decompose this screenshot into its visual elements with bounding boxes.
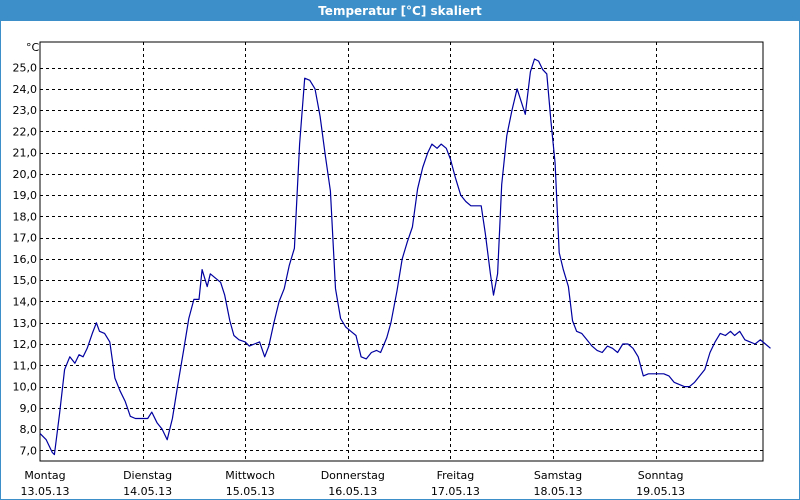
x-tick-day-label: Freitag	[437, 469, 475, 482]
x-tick-day-label: Donnerstag	[321, 469, 385, 482]
y-tick-label: 8,0	[20, 423, 38, 436]
plot-frame	[39, 41, 764, 462]
x-tick-date-label: 17.05.13	[431, 485, 480, 498]
grid	[40, 42, 763, 461]
temperature-line	[39, 58, 771, 456]
x-tick-date-label: 14.05.13	[123, 485, 172, 498]
y-tick-label: 11,0	[13, 359, 38, 372]
window-title: Temperatur [°C] skaliert	[1, 1, 799, 21]
x-tick-day-label: Samstag	[534, 469, 582, 482]
y-tick-label: 19,0	[13, 189, 38, 202]
y-tick-label: 13,0	[13, 317, 38, 330]
y-axis-unit: °C	[26, 41, 40, 54]
x-tick-date-label: 19.05.13	[636, 485, 685, 498]
y-tick-label: 25,0	[13, 62, 38, 75]
y-tick-label: 15,0	[13, 274, 38, 287]
x-tick-date-label: 15.05.13	[226, 485, 275, 498]
y-tick-label: 9,0	[20, 402, 38, 415]
x-tick-day-label: Mittwoch	[225, 469, 275, 482]
x-tick-day-label: Sonntag	[638, 469, 684, 482]
y-tick-label: 23,0	[13, 104, 38, 117]
y-tick-label: 16,0	[13, 253, 38, 266]
series	[39, 58, 771, 456]
y-tick-label: 20,0	[13, 168, 38, 181]
x-tick-day-label: Montag	[24, 469, 65, 482]
y-tick-label: 12,0	[13, 338, 38, 351]
y-tick-label: 10,0	[13, 381, 38, 394]
y-tick-label: 17,0	[13, 232, 38, 245]
x-tick-day-label: Dienstag	[123, 469, 172, 482]
y-tick-label: 21,0	[13, 147, 38, 160]
x-axis-ticks: Montag 13.05.13 Dienstag 14.05.13 Mittwoch 15…	[21, 469, 686, 498]
y-tick-label: 14,0	[13, 295, 38, 308]
y-tick-label: 24,0	[13, 83, 38, 96]
x-tick-date-label: 16.05.13	[328, 485, 377, 498]
y-axis-ticks: 7,0 8,0 9,0 10,0 11,0 12,0 13,0 14,0 15,0 16,0 17,…	[13, 62, 38, 458]
y-tick-label: 18,0	[13, 210, 38, 223]
x-tick-date-label: 13.05.13	[21, 485, 70, 498]
y-tick-label: 7,0	[20, 444, 38, 457]
x-tick-date-label: 18.05.13	[534, 485, 583, 498]
y-tick-label: 22,0	[13, 125, 38, 138]
